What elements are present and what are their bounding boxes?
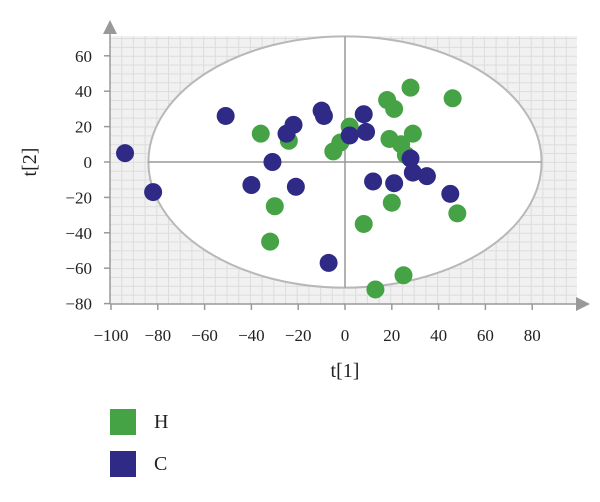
score-points [116, 78, 467, 299]
data-point-h [265, 197, 284, 216]
data-point-c [441, 184, 460, 203]
data-point-h [354, 214, 373, 233]
legend-label-h: H [154, 410, 169, 433]
y-tick-label: −20 [65, 188, 92, 207]
data-point-c [286, 177, 305, 196]
x-tick-labels: −100 −80 −60 −40 −20 0 20 40 60 80 [93, 326, 540, 345]
x-tick-label: 40 [430, 326, 447, 345]
pca-score-plot: −100 −80 −60 −40 −20 0 20 40 60 80 −80−60−40−2002… [19, 20, 590, 382]
data-point-c [263, 153, 282, 171]
data-point-c [314, 106, 333, 125]
data-point-c [242, 176, 261, 195]
data-point-c [401, 149, 420, 168]
legend-item-c: C [110, 450, 168, 478]
data-point-h [403, 124, 422, 143]
data-point-h [324, 142, 343, 161]
legend-item-h: H [110, 408, 168, 436]
y-tick-label: 0 [84, 153, 93, 172]
y-tick-label: 40 [75, 82, 92, 101]
data-point-h [251, 124, 270, 143]
legend-swatch-h [110, 409, 136, 435]
x-tick-label: −20 [285, 326, 312, 345]
data-point-h [261, 232, 280, 251]
data-point-h [443, 89, 462, 108]
data-point-c [116, 144, 135, 163]
x-tick-label: 60 [477, 326, 494, 345]
y-tick-label: 20 [75, 118, 92, 137]
data-point-c [340, 126, 359, 145]
x-tick-label: −80 [145, 326, 172, 345]
y-tick-label: 60 [75, 47, 92, 66]
x-axis-title: t[1] [331, 360, 360, 382]
x-axis-arrow-icon [576, 297, 590, 311]
data-point-h [382, 193, 401, 212]
data-point-c [357, 122, 376, 141]
x-tick-label: 20 [383, 326, 400, 345]
y-tick-label: −60 [65, 259, 92, 278]
zero-crosshair-lines [148, 36, 542, 288]
data-point-c [216, 106, 235, 125]
data-point-h [366, 280, 385, 299]
data-point-h [394, 266, 413, 285]
axis-ticks [104, 55, 533, 310]
y-tick-label: −80 [65, 295, 92, 314]
y-axis-arrow-icon [103, 20, 117, 34]
legend-swatch-c [110, 451, 136, 477]
data-point-c [354, 105, 373, 124]
data-point-c [417, 167, 436, 186]
y-axis-title: t[2] [19, 148, 41, 177]
x-tick-label: 80 [524, 326, 541, 345]
data-point-c [144, 183, 163, 202]
data-point-h [401, 78, 420, 97]
data-point-c [284, 115, 303, 134]
legend: H C [110, 408, 168, 492]
x-tick-label: −60 [191, 326, 218, 345]
x-tick-label: 0 [341, 326, 350, 345]
data-point-c [319, 253, 338, 272]
legend-label-c: C [154, 452, 168, 475]
data-point-c [403, 163, 422, 182]
data-point-h [448, 204, 467, 223]
x-tick-label: −40 [238, 326, 265, 345]
data-point-c [364, 172, 383, 191]
data-point-c [385, 174, 404, 193]
x-tick-label: −100 [93, 326, 128, 345]
y-tick-labels: −80 −60 −40 −20 0 20 40 60 [65, 47, 92, 314]
y-tick-label: −40 [65, 224, 92, 243]
data-point-h [385, 99, 404, 118]
